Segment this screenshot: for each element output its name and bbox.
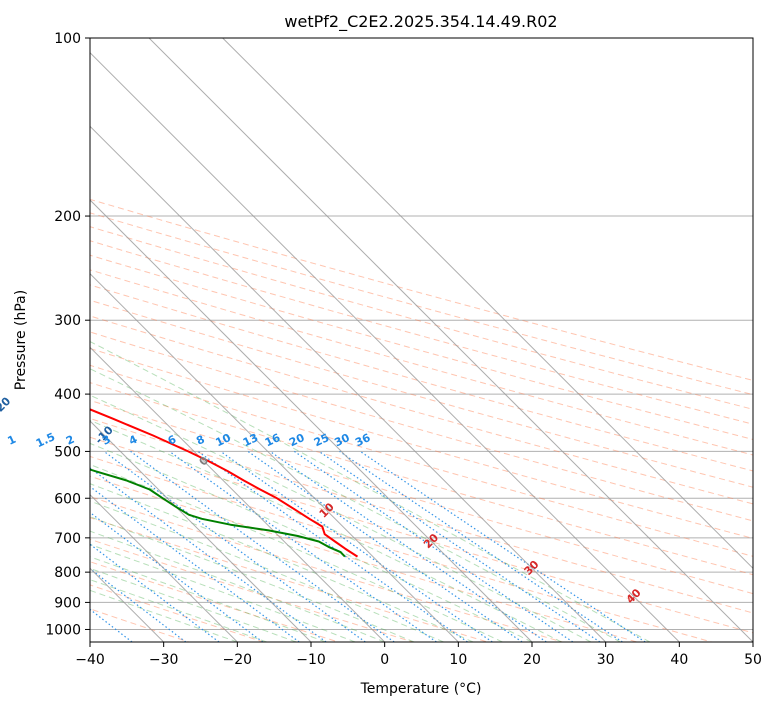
isotherm-line [148, 38, 753, 642]
x-axis-label: Temperature (°C) [360, 681, 482, 697]
moist-adiabat [90, 589, 238, 642]
mixing-ratio-label: 25 [312, 431, 331, 449]
isotherm-line [90, 272, 459, 642]
x-tick-label: 10 [449, 652, 467, 668]
x-tick-label: 20 [523, 652, 541, 668]
dry-adiabat [90, 269, 753, 456]
y-tick-label: 300 [54, 313, 81, 329]
profile-lines-layer [90, 408, 359, 558]
moist-adiabat [90, 394, 592, 642]
moist-adiabat [90, 483, 474, 642]
x-tick-label: −30 [149, 652, 179, 668]
isotherm-line [90, 125, 607, 642]
dry-adiabat [90, 331, 753, 522]
dry-adiabat [90, 240, 753, 425]
mixing-ratio-line [90, 467, 327, 642]
y-axis-label: Pressure (hPa) [13, 290, 29, 390]
isotherm-line [222, 38, 753, 570]
dry-adiabat [90, 475, 638, 642]
mixing-ratio-line [169, 450, 437, 642]
mixing-ratio-label: 36 [353, 431, 373, 449]
y-tick-label: 700 [54, 531, 81, 547]
isotherm-line [90, 346, 386, 642]
y-tick-label: 400 [54, 387, 81, 403]
mixing-ratio-line [197, 450, 468, 642]
moist-adiabat [90, 556, 326, 642]
dry-adiabat [90, 436, 753, 634]
temperature-profile-line [90, 408, 359, 558]
y-tick-label: 100 [54, 31, 81, 47]
dry-adiabat [90, 496, 563, 642]
x-tick-label: 50 [744, 652, 762, 668]
isotherm-line [90, 493, 238, 642]
y-tick-label: 800 [54, 565, 81, 581]
mixing-ratio-line [90, 543, 220, 642]
mixing-ratio-label: 13 [241, 431, 260, 449]
axis-ticks-layer: −40 −30 −20 −10 0 10 20 30 40 50 100 200 300 400 500 60… [45, 31, 762, 668]
mixing-ratio-label: 16 [263, 431, 283, 449]
dry-adiabat [90, 417, 753, 614]
moist-adiabat [90, 530, 385, 642]
plot-frame [89, 37, 754, 643]
x-tick-label: −40 [75, 652, 105, 668]
y-tick-label: 500 [54, 444, 81, 460]
x-tick-label: 0 [380, 652, 389, 668]
mixing-ratio-line [103, 450, 366, 642]
isotherm-line [90, 420, 312, 642]
chart-title: wetPf2_C2E2.2025.354.14.49.R02 [284, 12, 557, 32]
dry-adiabat [90, 299, 753, 488]
background-lines-layer [90, 38, 753, 642]
mixing-ratio-line [294, 450, 574, 642]
moist-adiabat [90, 340, 651, 642]
isotherm-line [90, 51, 680, 642]
moist-adiabat [90, 516, 415, 642]
x-tick-label: −20 [223, 652, 253, 668]
dewpoint-profile-line [90, 468, 346, 558]
y-tick-label: 200 [54, 209, 81, 225]
x-tick-label: 40 [670, 652, 688, 668]
isotherm-line [90, 199, 533, 642]
dry-adiabat [90, 212, 753, 396]
dry-adiabat [90, 364, 753, 557]
dry-adiabat [90, 538, 414, 642]
moist-adiabat [90, 442, 533, 642]
mixing-ratio-label: 20 [287, 431, 307, 449]
dry-adiabat [90, 315, 753, 505]
x-tick-label: 30 [597, 652, 615, 668]
moist-adiabat [90, 543, 356, 642]
mixing-ratio-label: 30 [332, 431, 352, 449]
moist-adiabat [90, 500, 444, 642]
y-tick-label: 600 [54, 491, 81, 507]
mixing-ratio-line [339, 450, 623, 642]
mixing-ratio-line [247, 450, 523, 642]
moist-adiabat [90, 368, 621, 642]
mixing-ratio-label: 10 [214, 431, 234, 449]
moist-adiabat [90, 419, 562, 642]
y-tick-label: 1000 [45, 622, 81, 638]
x-tick-label: −10 [296, 652, 326, 668]
y-tick-label: 900 [54, 595, 81, 611]
